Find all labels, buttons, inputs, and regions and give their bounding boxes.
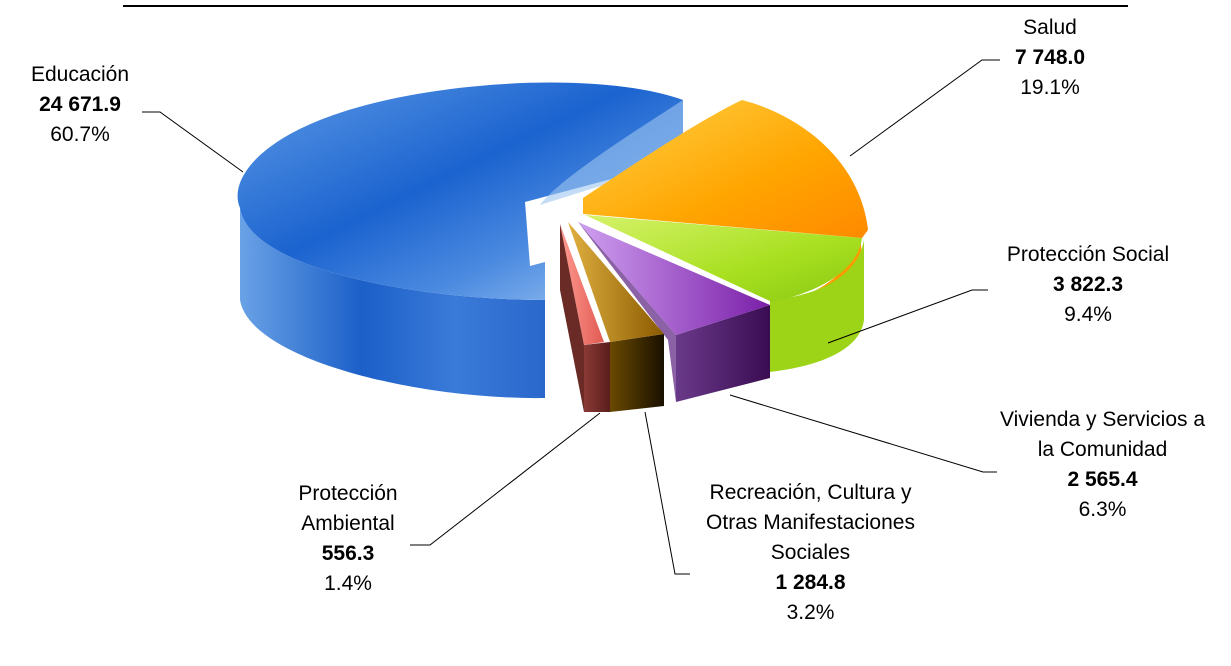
label-name: Protección Social xyxy=(1006,243,1170,266)
slice-educacion xyxy=(237,82,683,399)
label-educacion: Educación 24 671.9 60.7% xyxy=(0,60,160,150)
leader-lines xyxy=(142,59,1000,575)
label-name: Recreación, Cultura y Otras Manifestacio… xyxy=(706,481,915,564)
leader-line-educacion xyxy=(142,111,244,173)
label-name: Vivienda y Servicios a la Comunidad xyxy=(999,408,1206,461)
slice-proteccion-ambiental xyxy=(560,224,610,412)
label-percent: 9.4% xyxy=(1064,303,1112,326)
label-name: Protección Ambiental xyxy=(298,482,398,535)
leader-line-proteccion-social xyxy=(827,289,988,344)
label-value: 24 671.9 xyxy=(39,93,121,116)
leader-line-salud xyxy=(849,59,1000,157)
leader-line-vivienda xyxy=(729,394,997,473)
label-value: 2 565.4 xyxy=(1067,468,1138,491)
label-vivienda: Vivienda y Servicios a la Comunidad 2 56… xyxy=(985,405,1220,525)
leader-line-recreacion xyxy=(644,411,690,575)
label-percent: 1.4% xyxy=(324,572,372,595)
label-name: Educación xyxy=(30,63,130,86)
label-salud: Salud 7 748.0 19.1% xyxy=(995,13,1105,103)
label-value: 556.3 xyxy=(321,542,375,565)
label-proteccion-social: Protección Social 3 822.3 9.4% xyxy=(978,240,1198,330)
label-percent: 6.3% xyxy=(1078,498,1127,521)
label-percent: 3.2% xyxy=(786,601,835,624)
slice-proteccion-social xyxy=(585,215,864,372)
label-name: Salud xyxy=(1023,16,1077,39)
label-percent: 19.1% xyxy=(1020,76,1080,99)
leader-line-proteccion-ambiental xyxy=(410,412,601,546)
label-value: 7 748.0 xyxy=(1014,46,1086,69)
label-value: 1 284.8 xyxy=(775,571,846,594)
label-value: 3 822.3 xyxy=(1052,273,1124,296)
slice-recreacion xyxy=(568,222,664,412)
slice-vivienda xyxy=(578,222,770,402)
label-proteccion-ambiental: Protección Ambiental 556.3 1.4% xyxy=(278,479,418,599)
label-recreacion: Recreación, Cultura y Otras Manifestacio… xyxy=(688,478,933,628)
label-percent: 60.7% xyxy=(50,123,110,146)
